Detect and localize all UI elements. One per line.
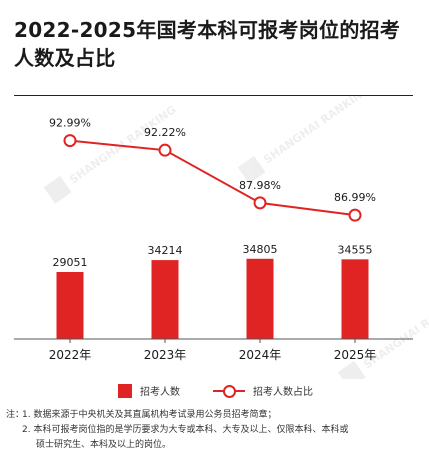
watermark-text: SHANGHAI RANKING (261, 96, 372, 166)
bar-value-label: 34555 (338, 243, 373, 256)
x-tick-label: 2025年 (334, 348, 377, 362)
bar-value-label: 34214 (148, 244, 183, 257)
x-tick-label: 2022年 (49, 348, 92, 362)
watermark-logo-icon (337, 360, 366, 379)
watermark-logo-icon (237, 155, 266, 184)
bar-swatch-icon (118, 383, 132, 398)
line-value-label: 87.98% (239, 179, 281, 192)
bar-series: 29051 34214 34805 34555 (53, 243, 373, 339)
bar (56, 272, 84, 339)
x-tick-label: 2023年 (144, 348, 187, 362)
line-point (348, 208, 362, 222)
bar (341, 259, 369, 339)
footnote-row: 硕士研究生、本科及以上的岗位。 (0, 438, 429, 453)
bar-value-label: 29051 (53, 256, 88, 269)
bar-value-label: 34805 (243, 243, 278, 256)
watermark-center: SHANGHAI RANKING (237, 96, 372, 184)
legend-item-bar: 招考人数 (118, 383, 180, 398)
bar (151, 260, 179, 339)
legend: 招考人数 招考人数占比 (0, 379, 429, 403)
legend-label-line: 招考人数占比 (253, 387, 313, 398)
line-value-label: 92.22% (144, 126, 186, 139)
line-point (253, 196, 267, 210)
legend-label-bar: 招考人数 (140, 387, 180, 398)
footnote-prefix: 注： (6, 410, 25, 420)
footnote-text: 硕士研究生、本科及以上的岗位。 (36, 440, 172, 450)
line-point (63, 134, 77, 148)
line-value-label: 86.99% (334, 191, 376, 204)
x-axis: 2022年 2023年 2024年 2025年 (14, 338, 413, 362)
bar (246, 258, 274, 339)
x-tick-label: 2024年 (239, 348, 282, 362)
title-divider (14, 95, 413, 96)
line-point (158, 143, 172, 157)
footnote-row: 注： 1. 数据来源于中央机关及其直属机构考试录用公务员招考简章； (0, 408, 429, 423)
page-title: 2022-2025年国考本科可报考岗位的招考人数及占比 (14, 18, 401, 70)
footnote-row: 2. 本科可报考岗位指的是学历要求为大专或本科、大专及以上、仅限本科、本科或 (0, 423, 429, 438)
footnotes: 注： 1. 数据来源于中央机关及其直属机构考试录用公务员招考简章； 2. 本科可… (0, 408, 429, 453)
watermark-logo-icon (43, 175, 72, 204)
line-path (69, 139, 356, 217)
footnote-text: 2. 本科可报考岗位指的是学历要求为大专或本科、大专及以上、仅限本科、本科或 (22, 425, 349, 435)
line-value-label: 92.99% (49, 117, 91, 130)
line-marker-icon (213, 384, 245, 398)
legend-item-line: 招考人数占比 (213, 383, 313, 398)
combo-chart: SHANGHAI RANKING SHANGHAI RANKING SHANGH… (14, 96, 429, 379)
line-series: 92.99% 92.22% 87.98% 86.99% (49, 117, 376, 222)
footnote-text: 1. 数据来源于中央机关及其直属机构考试录用公务员招考简章； (22, 410, 277, 420)
